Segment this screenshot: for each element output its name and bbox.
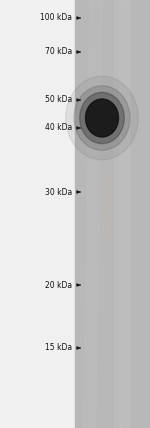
Ellipse shape — [66, 76, 138, 160]
Ellipse shape — [85, 99, 118, 137]
Text: 70 kDa: 70 kDa — [45, 48, 72, 56]
Bar — [114, 0, 118, 428]
Text: 100 kDa: 100 kDa — [40, 14, 72, 23]
Text: 50 kDa: 50 kDa — [45, 95, 72, 104]
Text: 40 kDa: 40 kDa — [45, 124, 72, 133]
Text: WWW.PTGAB.COM: WWW.PTGAB.COM — [105, 173, 111, 238]
Text: 15 kDa: 15 kDa — [45, 344, 72, 353]
Bar — [120, 0, 129, 428]
Ellipse shape — [80, 92, 124, 144]
Text: 30 kDa: 30 kDa — [45, 187, 72, 196]
Polygon shape — [84, 0, 102, 428]
Text: 20 kDa: 20 kDa — [45, 280, 72, 289]
Ellipse shape — [74, 86, 130, 150]
Bar — [75, 0, 150, 428]
